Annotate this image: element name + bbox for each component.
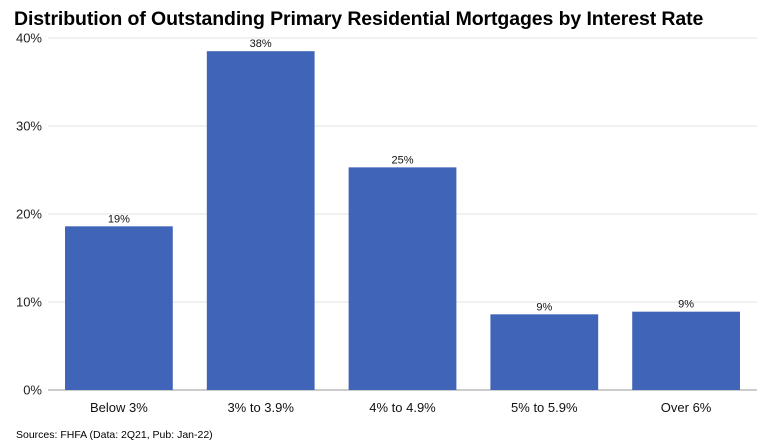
- bar-below-3: [65, 226, 173, 390]
- x-tick-label: 3% to 3.9%: [227, 400, 294, 415]
- bar-3-to-3-9: [206, 51, 315, 390]
- data-label: 9%: [536, 301, 552, 313]
- source-note: Sources: FHFA (Data: 2Q21, Pub: Jan-22): [16, 429, 213, 441]
- x-tick-label: 5% to 5.9%: [511, 400, 578, 415]
- y-tick-label: 0%: [23, 383, 42, 398]
- bar-over-6: [632, 311, 740, 390]
- bar-4-to-4-9: [348, 167, 457, 390]
- y-tick-label: 40%: [16, 31, 42, 46]
- bar-5-to-5-9: [490, 314, 599, 390]
- data-label: 38%: [250, 38, 272, 50]
- x-tick-label: Below 3%: [90, 400, 148, 415]
- chart-title: Distribution of Outstanding Primary Resi…: [14, 8, 704, 30]
- y-tick-label: 20%: [16, 207, 42, 222]
- x-tick-label: 4% to 4.9%: [369, 400, 436, 415]
- data-label: 19%: [108, 213, 130, 225]
- data-label: 25%: [391, 154, 413, 166]
- y-tick-label: 10%: [16, 295, 42, 310]
- data-label: 9%: [678, 299, 694, 311]
- y-tick-label: 30%: [16, 119, 42, 134]
- x-tick-label: Over 6%: [661, 400, 712, 415]
